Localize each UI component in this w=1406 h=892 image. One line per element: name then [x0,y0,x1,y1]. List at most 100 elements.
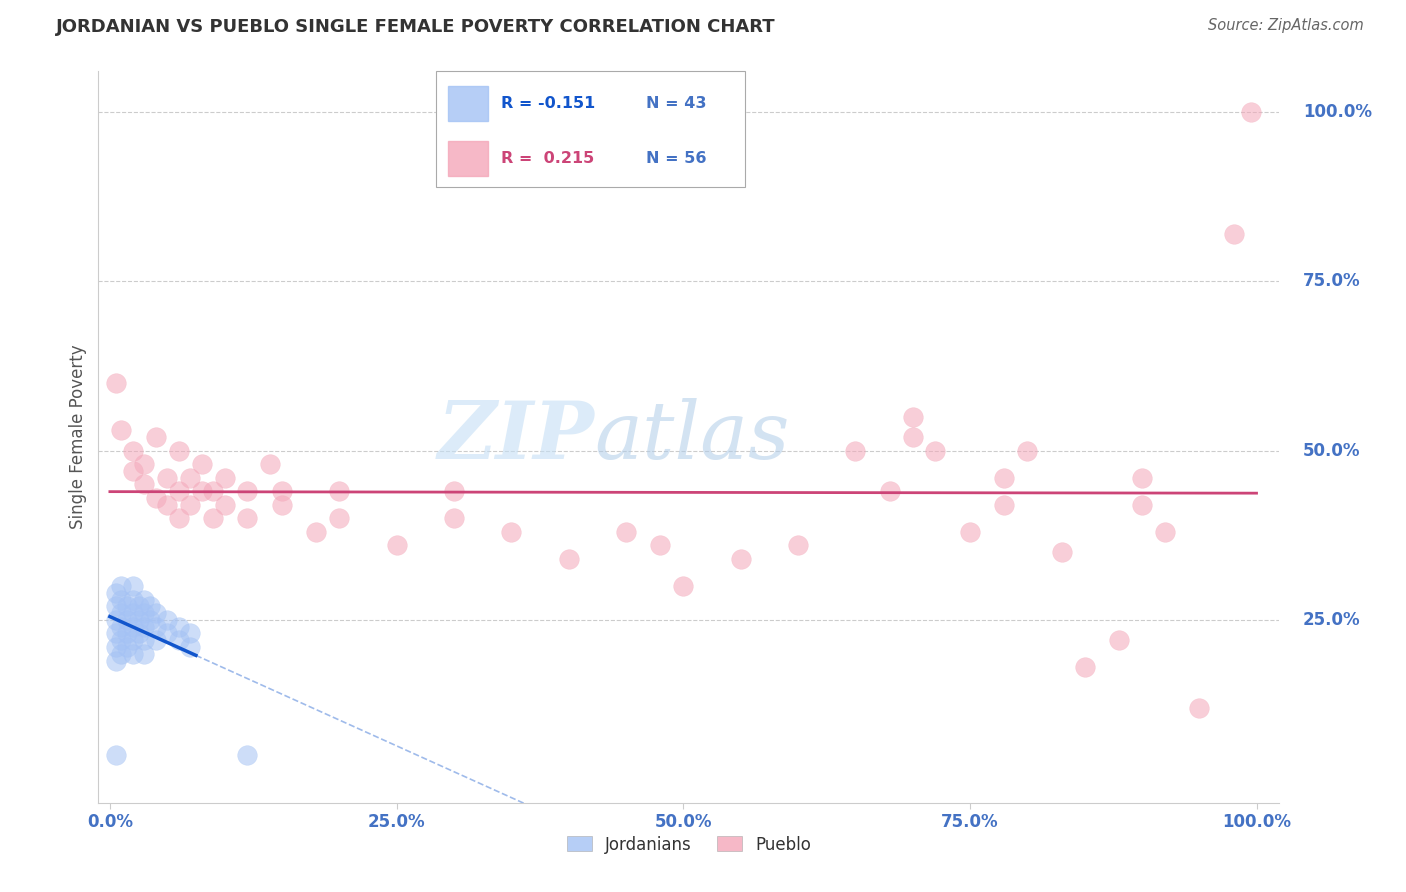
Point [139,599,162,614]
Point [993,498,1015,512]
Point [110,579,132,593]
Point [614,524,637,539]
Point [115,599,138,614]
Point [924,443,946,458]
Point [901,409,924,424]
Point [167,484,190,499]
Point [179,640,201,654]
Point [167,620,190,634]
Point [328,511,350,525]
Point [134,620,156,634]
Point [115,626,138,640]
Point [557,552,579,566]
Point [145,620,167,634]
Point [214,471,236,485]
Point [443,511,465,525]
Point [145,430,167,444]
Point [844,443,866,458]
Point [134,457,156,471]
Point [110,620,132,634]
Point [202,511,225,525]
Point [156,471,179,485]
Point [1108,633,1130,648]
FancyBboxPatch shape [436,71,745,187]
Point [901,430,924,444]
Point [121,606,143,620]
Point [1188,701,1211,715]
Point [121,592,143,607]
Point [1130,498,1153,512]
Point [110,592,132,607]
Point [167,511,190,525]
Point [270,484,292,499]
Point [121,647,143,661]
Point [128,626,150,640]
Text: 50.0%: 50.0% [1303,442,1361,459]
Point [121,443,143,458]
Point [156,498,179,512]
Point [104,586,127,600]
Point [104,599,127,614]
Point [328,484,350,499]
Point [121,620,143,634]
Point [1050,545,1073,559]
Point [115,640,138,654]
FancyBboxPatch shape [449,141,488,176]
Point [134,647,156,661]
Point [145,491,167,505]
Point [1130,471,1153,485]
Point [650,538,672,552]
Point [121,579,143,593]
Point [202,484,225,499]
Point [385,538,408,552]
Point [110,633,132,648]
Text: N = 43: N = 43 [647,96,707,112]
Point [121,464,143,478]
Point [128,613,150,627]
Point [501,524,523,539]
Point [1017,443,1039,458]
Point [270,498,292,512]
Point [104,626,127,640]
Point [104,613,127,627]
Point [134,606,156,620]
Point [134,633,156,648]
Point [236,511,259,525]
Point [959,524,981,539]
Point [104,640,127,654]
FancyBboxPatch shape [449,87,488,121]
Point [1222,227,1244,241]
Point [672,579,695,593]
Point [214,498,236,512]
Point [121,633,143,648]
Point [993,471,1015,485]
Text: 25.0%: 25.0% [1303,611,1361,629]
Point [104,376,127,390]
Text: 100.0%: 100.0% [1303,103,1372,121]
Point [110,647,132,661]
Text: R =  0.215: R = 0.215 [501,151,595,166]
Point [179,498,201,512]
Point [128,599,150,614]
Text: Source: ZipAtlas.com: Source: ZipAtlas.com [1208,18,1364,33]
Y-axis label: Single Female Poverty: Single Female Poverty [69,345,87,529]
Point [236,484,259,499]
Point [110,423,132,437]
Point [134,477,156,491]
Point [156,613,179,627]
Point [110,606,132,620]
Text: N = 56: N = 56 [647,151,707,166]
Point [443,484,465,499]
Point [104,654,127,668]
Point [167,633,190,648]
Text: 75.0%: 75.0% [1303,272,1361,290]
Text: atlas: atlas [595,399,790,475]
Point [145,606,167,620]
Point [115,613,138,627]
Point [259,457,281,471]
Point [1073,660,1095,674]
Point [730,552,752,566]
Point [190,457,212,471]
Text: JORDANIAN VS PUEBLO SINGLE FEMALE POVERTY CORRELATION CHART: JORDANIAN VS PUEBLO SINGLE FEMALE POVERT… [56,18,776,36]
Point [104,748,127,763]
